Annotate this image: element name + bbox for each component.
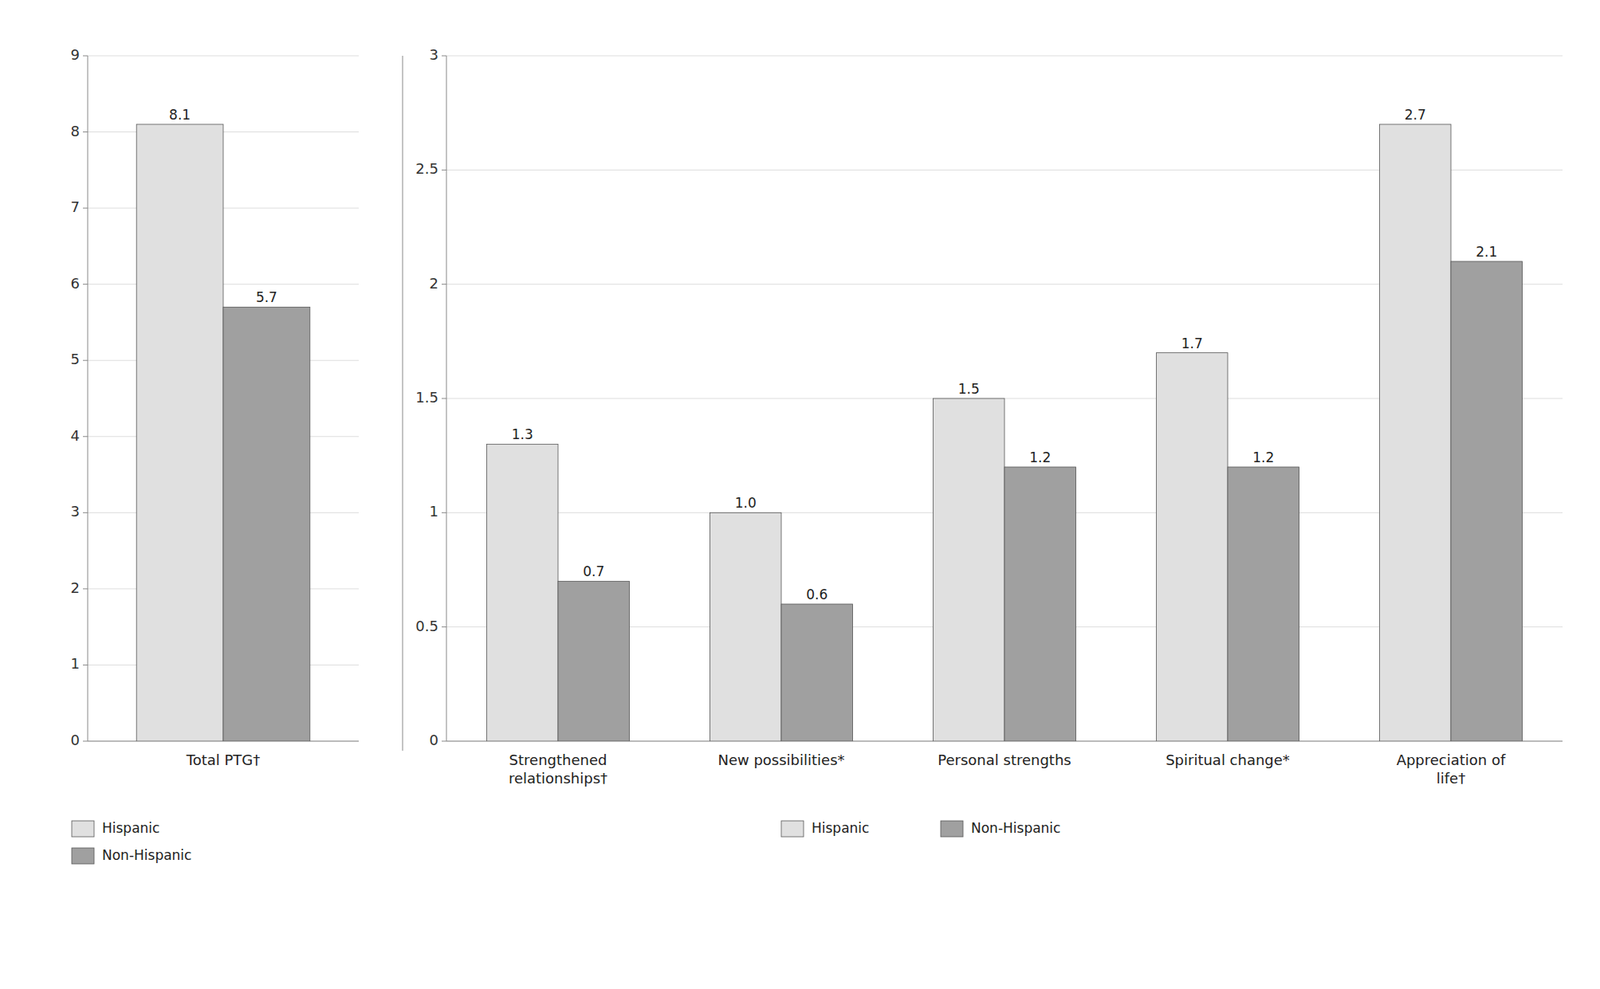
- tick-label: 5: [70, 350, 80, 368]
- legend: Hispanic Non-Hispanic: [781, 820, 1061, 838]
- data-label: 1.0: [735, 495, 757, 512]
- tick-mark: [82, 55, 88, 57]
- tick-label: 1: [70, 655, 80, 673]
- tick-mark: [441, 283, 447, 285]
- bar: [1227, 467, 1300, 742]
- tick-mark: [82, 664, 88, 666]
- tick-mark: [82, 741, 88, 743]
- panel: 0 1 2 3 4 5 6 7 8 9 8.1 5.7 Total PTG† Hispanic Non-Hi…: [70, 46, 359, 865]
- bar: [1450, 261, 1523, 742]
- data-label: 1.5: [958, 381, 980, 398]
- legend-label: Non-Hispanic: [102, 847, 192, 864]
- bar: [1155, 353, 1228, 742]
- tick-mark: [441, 741, 447, 743]
- legend-label: Non-Hispanic: [971, 820, 1061, 837]
- legend-swatch: [940, 821, 964, 838]
- data-label: 1.2: [1029, 449, 1051, 466]
- tick-label: 1: [429, 503, 439, 520]
- tick-mark: [82, 131, 88, 133]
- panel-divider: [402, 55, 404, 751]
- tick-label: 0: [70, 731, 80, 749]
- tick-mark: [441, 55, 447, 57]
- tick-mark: [441, 398, 447, 400]
- tick-label: 3: [70, 503, 80, 520]
- category-label: Strengthenedrelationships†: [508, 751, 608, 787]
- bar: [932, 398, 1005, 742]
- data-label: 2.7: [1404, 106, 1427, 123]
- tick-label: 2: [429, 275, 439, 292]
- tick-label: 3: [429, 46, 439, 63]
- bar: [486, 444, 559, 742]
- tick-label: 0.5: [415, 617, 439, 635]
- data-label: 8.1: [169, 106, 191, 123]
- legend-label: Hispanic: [102, 820, 160, 837]
- bar: [1004, 467, 1077, 742]
- bars: [486, 124, 1522, 742]
- legend-swatch: [71, 848, 95, 865]
- bar: [558, 581, 630, 742]
- bars: [136, 124, 311, 742]
- tick-label: 1.5: [415, 389, 439, 406]
- bar: [1379, 124, 1451, 742]
- tick-mark: [82, 436, 88, 437]
- tick-label: 4: [70, 427, 80, 445]
- tick-label: 8: [70, 122, 80, 140]
- legend-swatch: [781, 821, 804, 838]
- bar: [781, 604, 854, 742]
- bar: [709, 512, 782, 742]
- tick-mark: [82, 588, 88, 590]
- tick-label: 2: [70, 579, 80, 597]
- y-axis-line: [87, 55, 89, 742]
- background: [0, 0, 1600, 989]
- data-label: 1.2: [1252, 449, 1274, 466]
- bar: [223, 306, 311, 742]
- data-label: 0.7: [582, 563, 605, 580]
- data-labels: 1.3 1.0 1.5 1.7 2.7 0.7 0.6 1.2 1.2 2.1: [511, 106, 1498, 603]
- tick-mark: [82, 360, 88, 362]
- legend-label: Hispanic: [811, 820, 869, 837]
- legend: Hispanic Non-Hispanic: [71, 820, 192, 865]
- category-label: Spiritual change*: [1165, 751, 1290, 769]
- panel: 0 0.5 1 1.5 2 2.5 3 1.3 1.0 1.5 1.7 2.7 0.7 0.6 1.2 1.2…: [415, 46, 1563, 838]
- tick-label: 9: [70, 46, 80, 63]
- category-label: Personal strengths: [937, 751, 1071, 769]
- data-label: 5.7: [255, 289, 278, 306]
- tick-mark: [441, 169, 447, 171]
- tick-label: 2.5: [415, 160, 439, 177]
- chart-canvas: 0 1 2 3 4 5 6 7 8 9 8.1 5.7 Total PTG† Hispanic Non-Hi…: [0, 0, 1600, 989]
- category-label: New possibilities*: [717, 751, 845, 769]
- legend-swatch: [71, 821, 95, 838]
- grid-line: [87, 55, 359, 57]
- tick-mark: [82, 283, 88, 285]
- tick-label: 6: [70, 275, 80, 292]
- data-label: 1.7: [1181, 335, 1203, 352]
- y-axis-line: [446, 55, 448, 742]
- data-labels: 8.1 5.7: [169, 106, 278, 306]
- data-label: 1.3: [511, 426, 534, 443]
- category-label: Total PTG†: [185, 751, 261, 769]
- tick-mark: [441, 512, 447, 514]
- grid-line: [446, 55, 1563, 57]
- bar: [136, 124, 224, 742]
- tick-mark: [82, 512, 88, 514]
- data-label: 0.6: [805, 586, 828, 603]
- tick-mark: [441, 626, 447, 628]
- category-label: Appreciation oflife†: [1396, 751, 1506, 787]
- tick-label: 7: [70, 198, 80, 216]
- tick-label: 0: [429, 731, 439, 749]
- data-label: 2.1: [1475, 243, 1498, 260]
- tick-mark: [82, 208, 88, 209]
